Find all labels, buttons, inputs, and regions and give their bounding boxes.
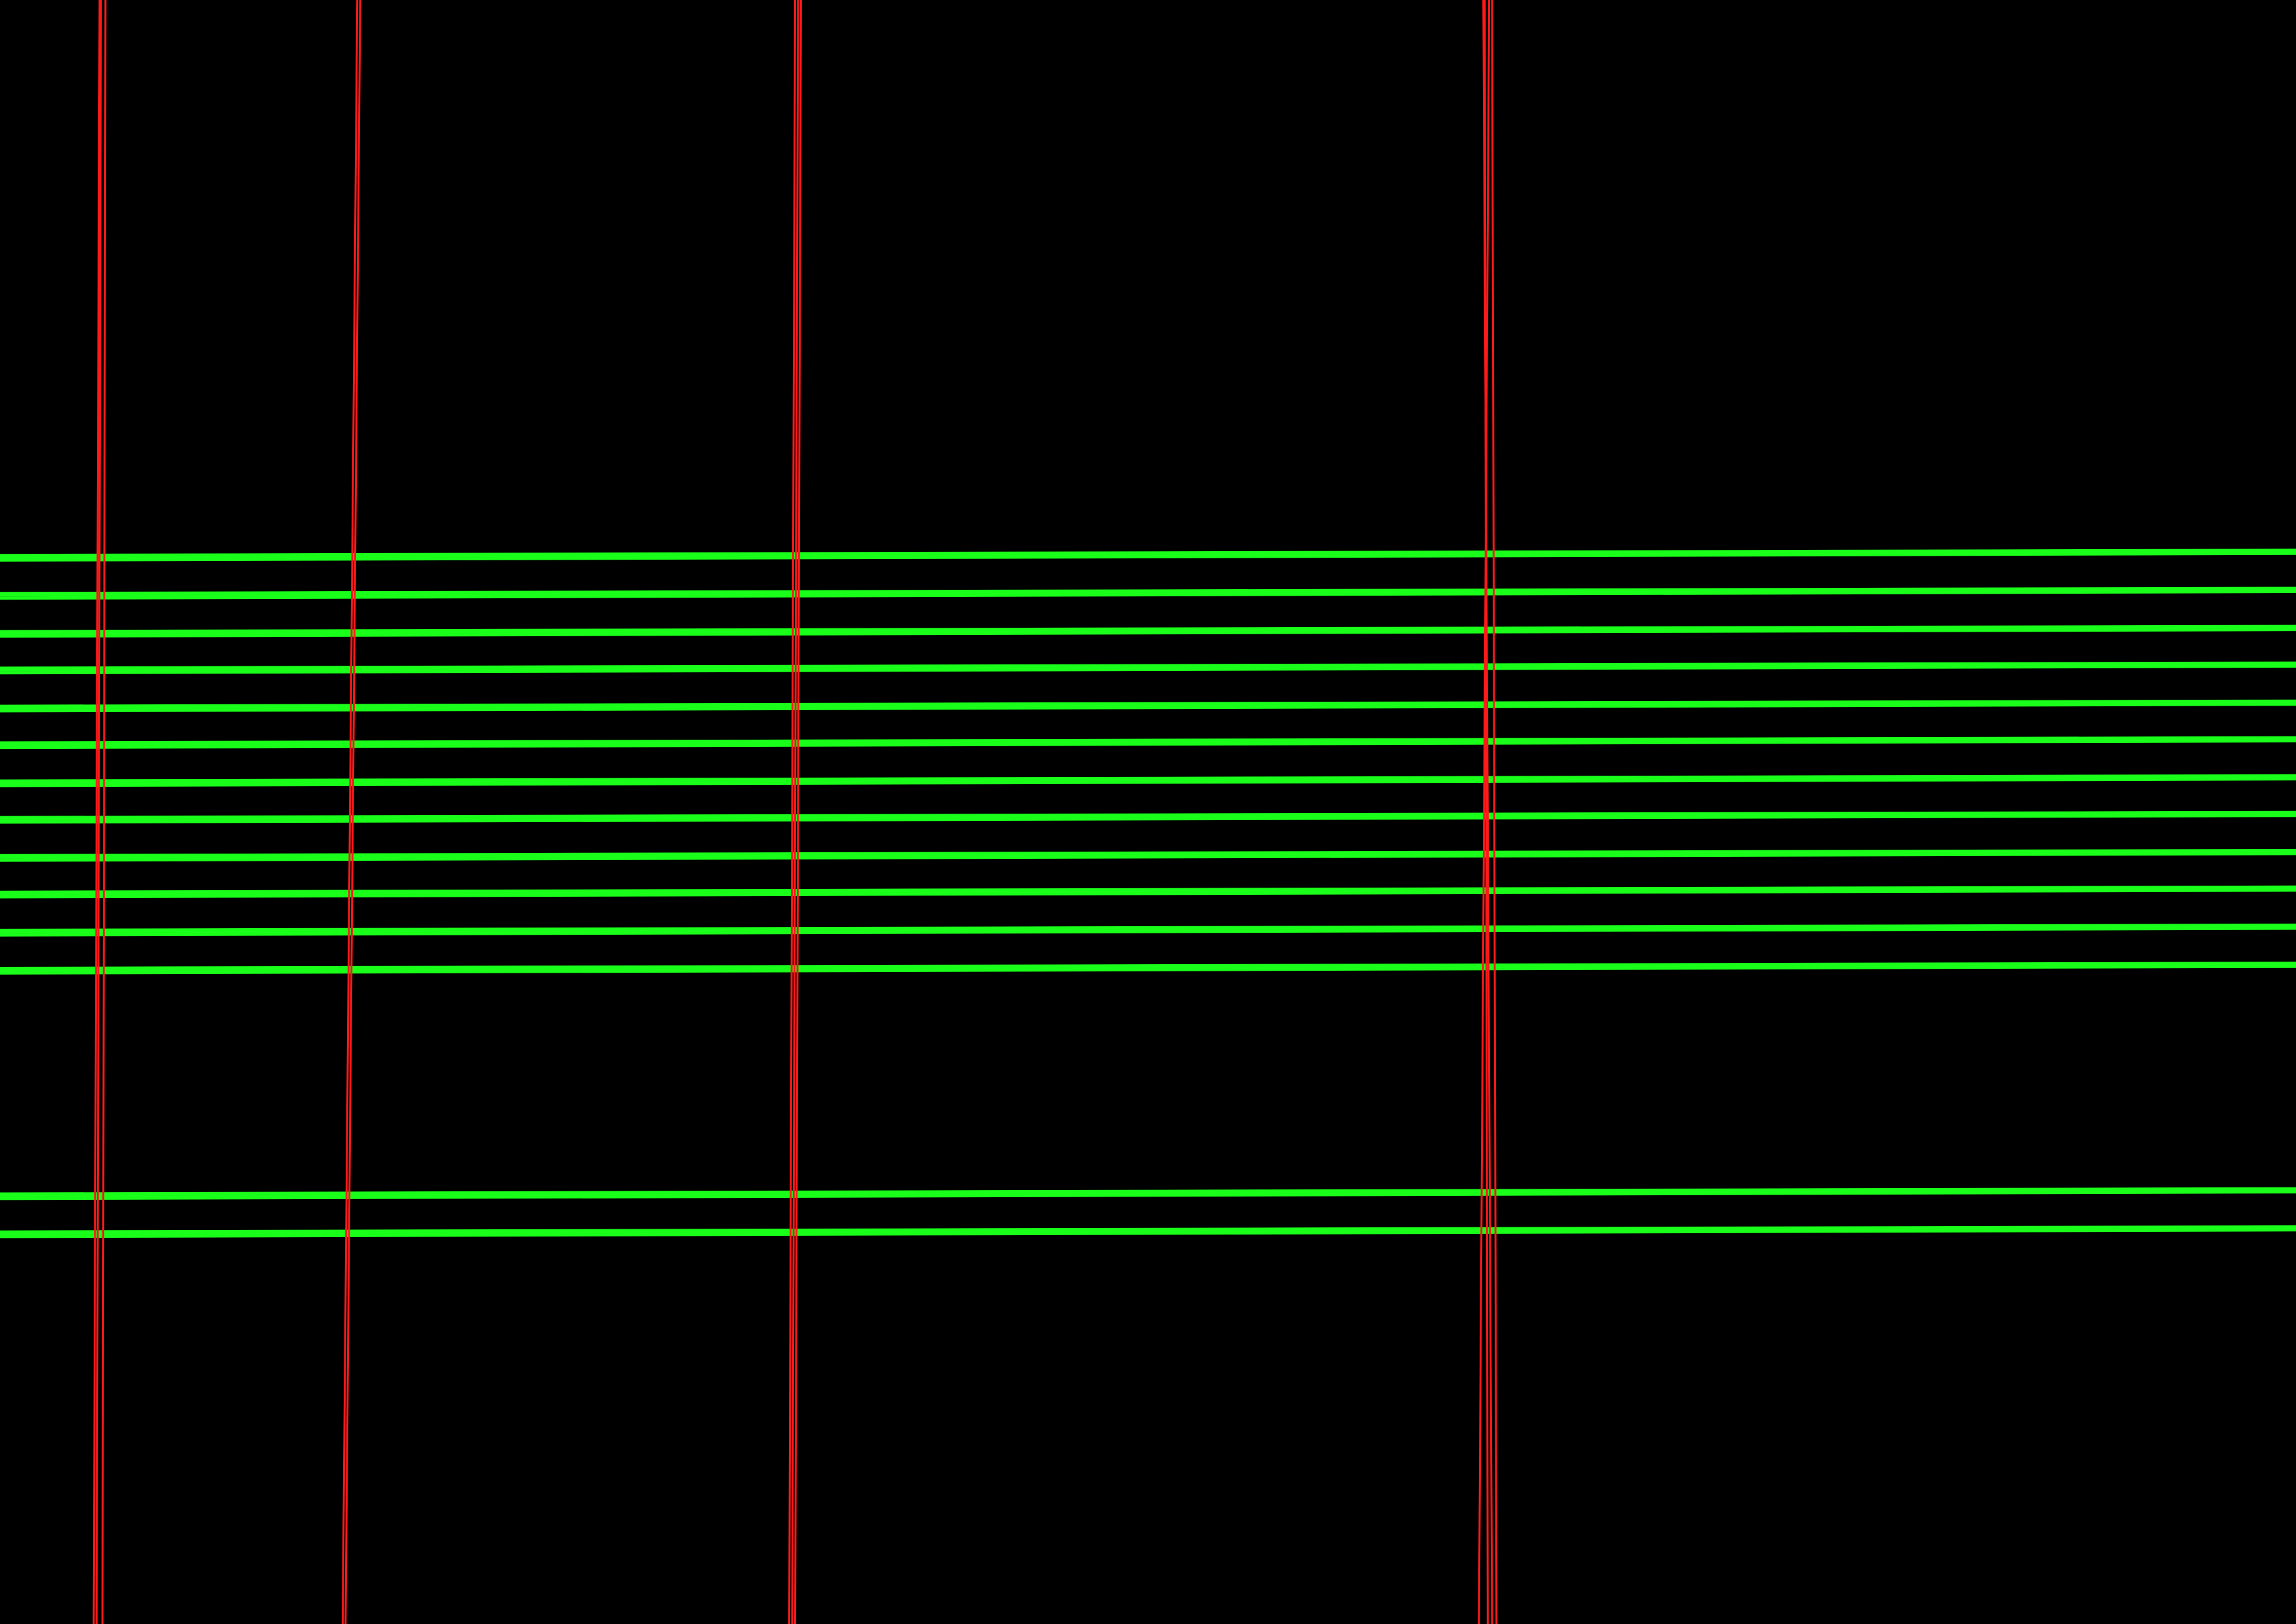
vertical-line (1482, 0, 1493, 1624)
horizontal-line (0, 924, 2296, 933)
vertical-line (96, 0, 102, 1624)
horizontal-line (0, 852, 2296, 862)
vertical-line (791, 0, 799, 1624)
vertical-line (1478, 0, 1491, 1624)
horizontal-line (0, 774, 2296, 784)
horizontal-lines-group (0, 549, 2296, 1238)
horizontal-line (0, 664, 2296, 675)
horizontal-line (0, 549, 2296, 559)
horizontal-line (0, 661, 2296, 672)
horizontal-line (0, 736, 2296, 746)
horizontal-line (0, 888, 2296, 899)
horizontal-line (0, 551, 2296, 562)
horizontal-line (0, 699, 2296, 710)
horizontal-line (0, 814, 2296, 824)
horizontal-line (0, 810, 2296, 821)
horizontal-line (0, 739, 2296, 749)
vertical-line (341, 0, 359, 1624)
vertical-line (101, 0, 107, 1624)
horizontal-line (0, 777, 2296, 787)
vertical-line (344, 0, 361, 1624)
horizontal-line (0, 926, 2296, 937)
vertical-line (788, 0, 796, 1624)
vertical-line (92, 0, 101, 1624)
horizontal-line (0, 1187, 2296, 1197)
horizontal-line (0, 962, 2296, 971)
horizontal-line (0, 885, 2296, 895)
horizontal-line (0, 590, 2296, 600)
vertical-line (1491, 0, 1498, 1624)
horizontal-line (0, 1225, 2296, 1235)
vertical-lines-group (92, 0, 1498, 1624)
horizontal-line (0, 628, 2296, 638)
horizontal-line (0, 624, 2296, 635)
horizontal-line (0, 848, 2296, 859)
vertical-line (794, 0, 802, 1624)
horizontal-line (0, 702, 2296, 713)
horizontal-line (0, 1190, 2296, 1200)
horizontal-line (0, 586, 2296, 597)
horizontal-line (0, 964, 2296, 975)
horizontal-line (0, 1228, 2296, 1238)
